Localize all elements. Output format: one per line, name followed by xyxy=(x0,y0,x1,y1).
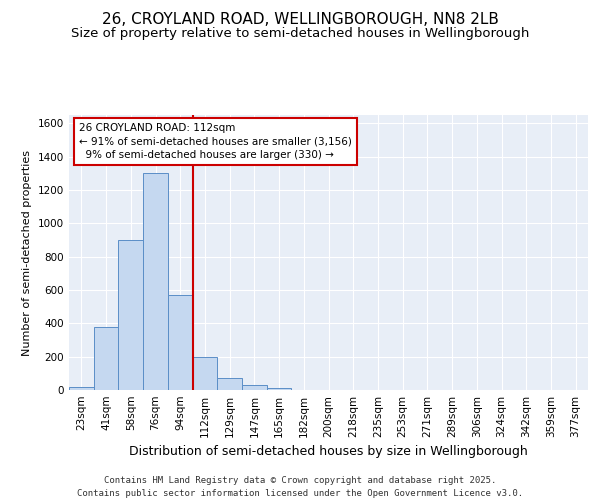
Bar xyxy=(217,378,242,390)
Bar xyxy=(69,386,94,390)
Bar xyxy=(267,388,292,390)
Text: 26, CROYLAND ROAD, WELLINGBOROUGH, NN8 2LB: 26, CROYLAND ROAD, WELLINGBOROUGH, NN8 2… xyxy=(101,12,499,28)
Bar xyxy=(242,385,267,390)
X-axis label: Distribution of semi-detached houses by size in Wellingborough: Distribution of semi-detached houses by … xyxy=(129,446,528,458)
Bar xyxy=(143,174,168,390)
Text: Size of property relative to semi-detached houses in Wellingborough: Size of property relative to semi-detach… xyxy=(71,28,529,40)
Text: 26 CROYLAND ROAD: 112sqm
← 91% of semi-detached houses are smaller (3,156)
  9% : 26 CROYLAND ROAD: 112sqm ← 91% of semi-d… xyxy=(79,123,352,160)
Bar xyxy=(193,356,217,390)
Bar xyxy=(94,326,118,390)
Bar xyxy=(168,295,193,390)
Y-axis label: Number of semi-detached properties: Number of semi-detached properties xyxy=(22,150,32,356)
Bar xyxy=(118,240,143,390)
Text: Contains HM Land Registry data © Crown copyright and database right 2025.
Contai: Contains HM Land Registry data © Crown c… xyxy=(77,476,523,498)
